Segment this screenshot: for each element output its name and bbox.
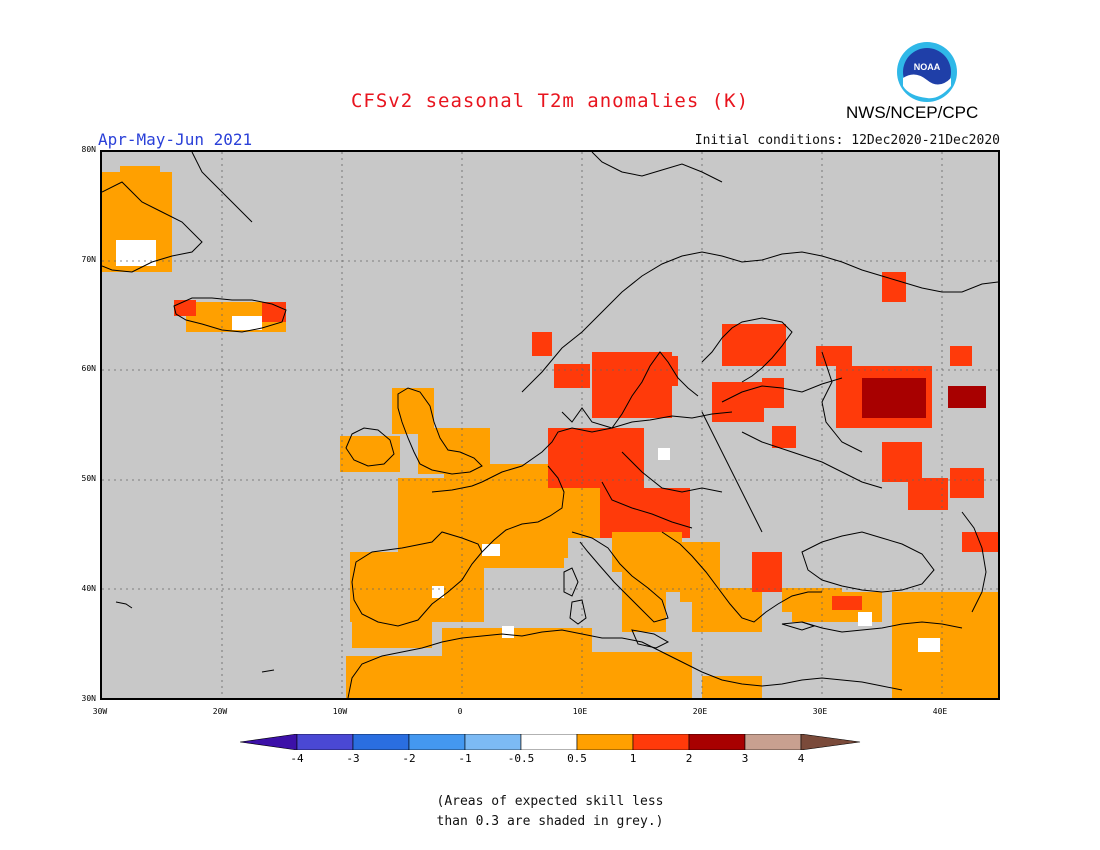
anomaly-area bbox=[722, 324, 786, 366]
anomaly-area bbox=[174, 300, 196, 316]
anomaly-area bbox=[752, 552, 782, 592]
anomaly-area bbox=[832, 596, 862, 610]
color-legend bbox=[239, 733, 862, 754]
legend-swatch bbox=[576, 733, 634, 751]
skill-note: (Areas of expected skill less than 0.3 a… bbox=[0, 792, 1100, 832]
anomaly-area bbox=[350, 552, 484, 622]
legend-swatch bbox=[296, 733, 354, 751]
anomaly-area bbox=[948, 386, 986, 408]
anomaly-area bbox=[432, 586, 444, 598]
anomaly-area bbox=[658, 448, 670, 460]
skill-note-line1: (Areas of expected skill less bbox=[436, 794, 664, 809]
organization-label: NWS/NCEP/CPC bbox=[846, 103, 979, 122]
anomaly-area bbox=[762, 378, 784, 408]
lat-label-70n: 70N bbox=[81, 255, 96, 264]
legend-label: -0.5 bbox=[507, 752, 535, 765]
anomaly-area bbox=[554, 364, 590, 388]
anomaly-area bbox=[444, 464, 548, 484]
lon-label-0: 0 bbox=[457, 707, 463, 716]
anomaly-area bbox=[548, 428, 644, 492]
anomaly-area bbox=[892, 592, 998, 698]
anomaly-area bbox=[882, 272, 906, 302]
legend-swatch bbox=[688, 733, 746, 751]
lat-label-30n: 30N bbox=[81, 694, 96, 703]
anomaly-area bbox=[502, 626, 514, 638]
legend-swatch bbox=[464, 733, 522, 751]
anomaly-area bbox=[692, 588, 762, 632]
initial-conditions: Initial conditions: 12Dec2020-21Dec2020 bbox=[694, 133, 1000, 148]
anomaly-area bbox=[908, 478, 948, 510]
legend-label: -3 bbox=[346, 752, 360, 765]
skill-note-line2: than 0.3 are shaded in grey.) bbox=[436, 814, 664, 829]
legend-label: -2 bbox=[402, 752, 416, 765]
lon-label-10e: 10E bbox=[572, 707, 588, 716]
lon-label-40e: 40E bbox=[932, 707, 948, 716]
anomaly-area bbox=[352, 618, 432, 648]
forecast-period: Apr-May-Jun 2021 bbox=[98, 130, 253, 149]
lat-label-80n: 80N bbox=[81, 145, 96, 154]
anomaly-area bbox=[542, 652, 692, 698]
map-frame bbox=[100, 150, 1000, 700]
legend-swatch bbox=[239, 733, 298, 751]
anomaly-area bbox=[772, 426, 796, 448]
lon-label-30w: 30W bbox=[92, 707, 108, 716]
legend-label: 0.5 bbox=[567, 752, 587, 765]
graticule bbox=[102, 152, 998, 698]
legend-swatch bbox=[800, 733, 861, 751]
legend-label: 3 bbox=[741, 752, 749, 765]
anomaly-area bbox=[232, 316, 262, 330]
anomaly-area bbox=[622, 552, 666, 632]
lat-label-50n: 50N bbox=[81, 474, 96, 483]
anomaly-area bbox=[116, 240, 156, 266]
anomaly-area bbox=[712, 382, 764, 422]
legend-label: -4 bbox=[290, 752, 304, 765]
anomaly-area bbox=[950, 346, 972, 366]
legend-swatch bbox=[352, 733, 410, 751]
legend-label: 2 bbox=[685, 752, 693, 765]
noaa-logo-icon: NOAA bbox=[895, 40, 959, 108]
anomaly-area bbox=[862, 378, 926, 418]
anomaly-shading bbox=[102, 166, 998, 698]
lon-label-30e: 30E bbox=[812, 707, 828, 716]
lat-label-60n: 60N bbox=[81, 364, 96, 373]
lon-label-10w: 10W bbox=[332, 707, 348, 716]
chart-title: CFSv2 seasonal T2m anomalies (K) bbox=[350, 90, 750, 112]
anomaly-area bbox=[882, 442, 922, 482]
legend-swatch bbox=[632, 733, 690, 751]
anomaly-map bbox=[102, 152, 998, 698]
logo-text: NOAA bbox=[914, 62, 941, 72]
legend-swatch bbox=[408, 733, 466, 751]
anomaly-area bbox=[120, 166, 160, 180]
anomaly-area bbox=[600, 488, 690, 538]
legend-label: 1 bbox=[629, 752, 637, 765]
anomaly-area bbox=[702, 676, 762, 698]
anomaly-area bbox=[858, 612, 872, 626]
legend-label: 4 bbox=[797, 752, 805, 765]
anomaly-area bbox=[816, 346, 852, 366]
anomaly-area bbox=[950, 468, 984, 498]
legend-label: -1 bbox=[458, 752, 472, 765]
lat-label-40n: 40N bbox=[81, 584, 96, 593]
coastlines bbox=[102, 152, 998, 698]
lon-label-20w: 20W bbox=[212, 707, 228, 716]
lon-label-20e: 20E bbox=[692, 707, 708, 716]
legend-swatch bbox=[744, 733, 802, 751]
anomaly-area bbox=[918, 638, 940, 652]
legend-swatch bbox=[520, 733, 578, 751]
anomaly-area bbox=[532, 332, 552, 356]
